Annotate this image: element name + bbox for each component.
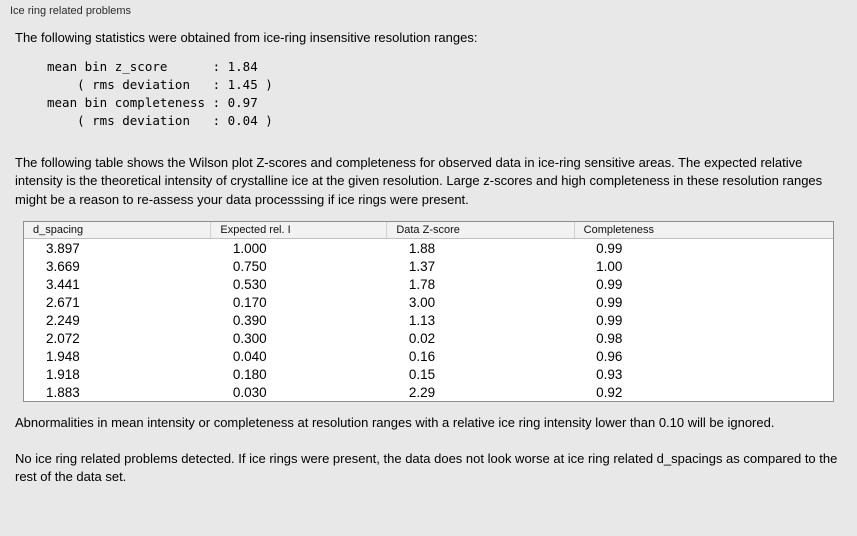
table-cell: 0.02 xyxy=(408,330,436,346)
table-cell: 0.99 xyxy=(596,240,623,256)
column-header-completeness[interactable]: Completeness xyxy=(573,222,833,239)
table-row[interactable]: 1.918 0.180 0.15 0.93 xyxy=(24,365,833,383)
table-cell: 3.00 xyxy=(408,294,436,310)
table-row[interactable]: 1.883 0.030 2.29 0.92 xyxy=(24,383,833,401)
table-cell: 0.15 xyxy=(408,366,436,382)
table-cell: 2.249 xyxy=(46,312,80,328)
table-cell: 0.98 xyxy=(596,330,623,346)
panel-title: Ice ring related problems xyxy=(10,5,132,17)
table-row[interactable]: 3.441 0.530 1.78 0.99 xyxy=(24,275,833,293)
table-cell: 0.180 xyxy=(232,366,267,382)
table-cell: 0.390 xyxy=(232,312,267,328)
table-cell: 0.99 xyxy=(596,294,623,310)
table-cell: 1.883 xyxy=(46,384,80,400)
table-cell: 1.78 xyxy=(408,276,436,292)
table-cell: 2.29 xyxy=(408,384,436,400)
note-ignore-text: Abnormalities in mean intensity or compl… xyxy=(15,415,775,430)
table-cell: 1.13 xyxy=(408,312,436,328)
table-cell: 0.93 xyxy=(596,366,623,382)
table-cell: 0.16 xyxy=(408,348,436,364)
table-header-row: d_spacing Expected rel. I Data Z-score C… xyxy=(24,222,833,239)
panel-content: The following statistics were obtained f… xyxy=(0,29,857,487)
table-cell: 1.000 xyxy=(232,240,267,256)
table-cell: 1.37 xyxy=(408,258,436,274)
description-text: The following table shows the Wilson plo… xyxy=(15,154,823,207)
stats-block: mean bin z_score : 1.84 ( rms deviation … xyxy=(47,58,273,128)
table-cell: 3.441 xyxy=(46,276,80,292)
column-header-data-z-score[interactable]: Data Z-score xyxy=(386,222,575,239)
ice-ring-table-container: d_spacing Expected rel. I Data Z-score C… xyxy=(23,221,834,402)
table-cell: 3.897 xyxy=(46,240,80,256)
column-header-expected-rel-i[interactable]: Expected rel. I xyxy=(210,222,387,239)
table-row[interactable]: 2.249 0.390 1.13 0.99 xyxy=(24,311,833,329)
table-cell: 0.92 xyxy=(596,384,623,400)
table-cell: 0.030 xyxy=(232,384,267,400)
table-cell: 0.170 xyxy=(232,294,267,310)
table-row[interactable]: 1.948 0.040 0.16 0.96 xyxy=(24,347,833,365)
table-cell: 2.072 xyxy=(46,330,80,346)
table-cell: 0.750 xyxy=(232,258,267,274)
ice-table-body: 3.897 1.000 1.88 0.99 3.669 0.750 1.37 1.00 3.44… xyxy=(24,239,833,402)
conclusion-text: No ice ring related problems detected. I… xyxy=(15,450,838,485)
table-cell: 1.948 xyxy=(46,348,80,364)
table-row[interactable]: 3.897 1.000 1.88 0.99 xyxy=(24,239,833,258)
table-cell: 0.040 xyxy=(232,348,267,364)
table-cell: 3.669 xyxy=(46,258,80,274)
ice-ring-table: d_spacing Expected rel. I Data Z-score C… xyxy=(24,222,833,401)
table-row[interactable]: 2.072 0.300 0.02 0.98 xyxy=(24,329,833,347)
table-cell: 1.00 xyxy=(596,258,623,274)
column-header-d-spacing[interactable]: d_spacing xyxy=(24,222,211,239)
table-cell: 2.671 xyxy=(46,294,80,310)
intro-text: The following statistics were obtained f… xyxy=(15,30,478,45)
table-cell: 0.96 xyxy=(596,348,623,364)
table-cell: 0.99 xyxy=(596,312,623,328)
table-cell: 0.99 xyxy=(596,276,623,292)
table-cell: 0.530 xyxy=(232,276,267,292)
table-cell: 0.300 xyxy=(232,330,267,346)
table-cell: 1.88 xyxy=(408,240,436,256)
table-row[interactable]: 2.671 0.170 3.00 0.99 xyxy=(24,293,833,311)
table-cell: 1.918 xyxy=(46,366,80,382)
table-row[interactable]: 3.669 0.750 1.37 1.00 xyxy=(24,257,833,275)
